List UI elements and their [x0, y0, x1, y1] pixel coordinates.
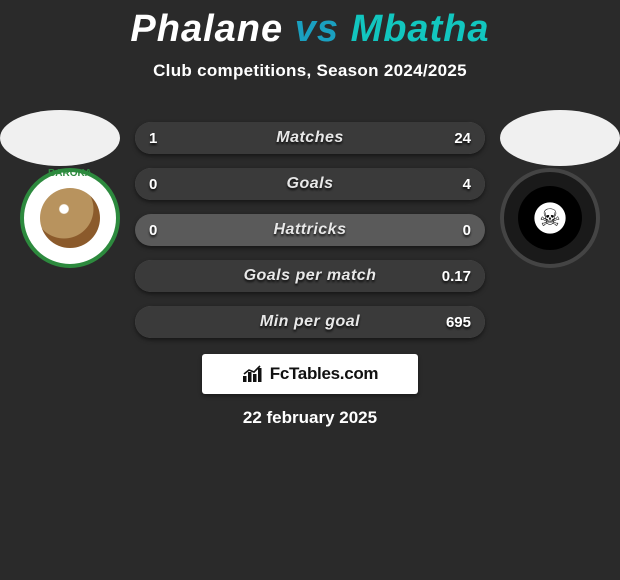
club-badge-right: ☠ — [500, 168, 600, 268]
stat-label: Goals per match — [135, 260, 485, 292]
club-badge-right-inner: ☠ — [518, 186, 582, 250]
stat-label: Goals — [135, 168, 485, 200]
stat-label: Hattricks — [135, 214, 485, 246]
stat-row: 0.17Goals per match — [135, 260, 485, 292]
stat-row: 695Min per goal — [135, 306, 485, 338]
brand-badge: FcTables.com — [202, 354, 418, 394]
player2-photo-placeholder — [500, 110, 620, 166]
club-badge-left-text: BAROKA — [48, 168, 92, 179]
player1-name: Phalane — [130, 8, 283, 50]
player1-photo-placeholder — [0, 110, 120, 166]
stat-bars: 124Matches 04Goals 00Hattricks 0.17Goals pe… — [135, 122, 485, 352]
vs-label: vs — [295, 8, 339, 50]
stat-row: 04Goals — [135, 168, 485, 200]
brand-chart-icon — [242, 365, 264, 383]
stat-row: 00Hattricks — [135, 214, 485, 246]
player2-name: Mbatha — [351, 8, 490, 50]
comparison-title: Phalane vs Mbatha — [0, 0, 620, 51]
snapshot-date: 22 february 2025 — [0, 408, 620, 428]
club-badge-left-inner: BAROKA — [40, 188, 100, 248]
club-badge-left: BAROKA — [20, 168, 120, 268]
stat-label: Min per goal — [135, 306, 485, 338]
stat-label: Matches — [135, 122, 485, 154]
season-subtitle: Club competitions, Season 2024/2025 — [0, 61, 620, 81]
brand-text: FcTables.com — [270, 364, 379, 384]
stat-row: 124Matches — [135, 122, 485, 154]
